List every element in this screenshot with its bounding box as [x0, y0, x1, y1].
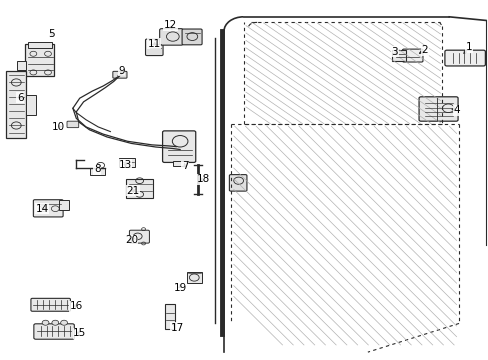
Bar: [186, 272, 201, 283]
Text: 17: 17: [170, 323, 183, 333]
Text: 14: 14: [36, 204, 49, 214]
Text: 8: 8: [94, 164, 101, 174]
FancyBboxPatch shape: [444, 50, 485, 66]
Circle shape: [52, 320, 59, 325]
Text: 20: 20: [124, 235, 138, 245]
Text: 4: 4: [452, 105, 459, 115]
Text: 18: 18: [196, 174, 209, 184]
Text: 16: 16: [69, 301, 83, 311]
FancyBboxPatch shape: [34, 324, 74, 339]
FancyBboxPatch shape: [31, 298, 70, 311]
FancyBboxPatch shape: [67, 121, 79, 128]
Bar: [26, 95, 36, 115]
Text: 21: 21: [126, 186, 140, 196]
Bar: [17, 61, 26, 70]
Text: 9: 9: [118, 66, 124, 76]
Text: 5: 5: [48, 29, 55, 39]
Bar: [5, 71, 26, 138]
Text: 3: 3: [390, 46, 397, 57]
Text: 15: 15: [73, 328, 86, 338]
FancyBboxPatch shape: [129, 230, 149, 243]
Text: 1: 1: [465, 42, 471, 52]
FancyBboxPatch shape: [113, 71, 127, 78]
Circle shape: [42, 320, 49, 325]
Bar: [172, 161, 186, 166]
FancyBboxPatch shape: [402, 49, 422, 62]
Circle shape: [61, 320, 67, 325]
FancyBboxPatch shape: [418, 97, 457, 121]
Bar: [59, 200, 69, 210]
Bar: [126, 179, 153, 198]
FancyBboxPatch shape: [229, 175, 246, 191]
Text: 2: 2: [421, 45, 427, 55]
Text: 10: 10: [52, 122, 65, 132]
Text: 13: 13: [118, 160, 131, 170]
FancyBboxPatch shape: [159, 29, 183, 45]
FancyBboxPatch shape: [162, 131, 195, 162]
Bar: [391, 50, 406, 61]
Bar: [164, 304, 175, 329]
Bar: [28, 42, 52, 48]
FancyBboxPatch shape: [182, 29, 202, 45]
Bar: [119, 158, 135, 167]
Text: 12: 12: [163, 20, 177, 30]
Bar: [90, 168, 104, 175]
Text: 7: 7: [182, 161, 188, 171]
Text: 6: 6: [17, 93, 23, 103]
Text: 19: 19: [173, 283, 186, 293]
FancyBboxPatch shape: [33, 200, 63, 217]
Bar: [25, 44, 54, 76]
FancyBboxPatch shape: [145, 39, 163, 55]
Text: 11: 11: [147, 39, 161, 49]
